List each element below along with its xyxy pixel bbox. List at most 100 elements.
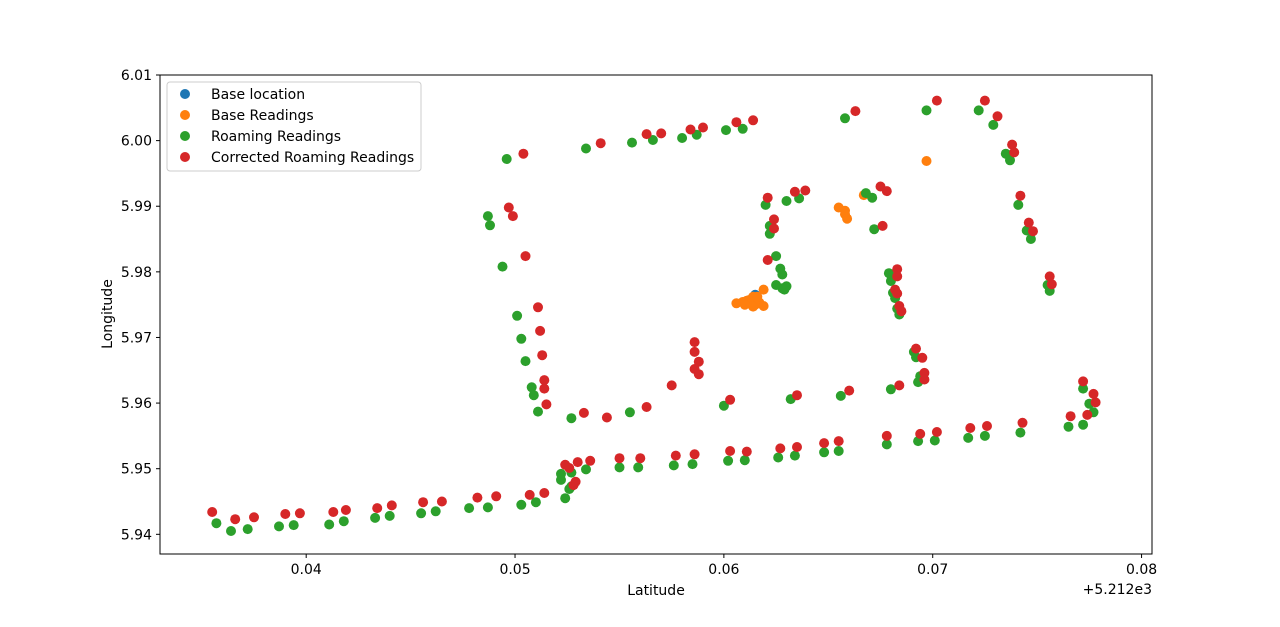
point-corrected-roaming-readings (850, 106, 861, 117)
point-corrected-roaming-readings (1009, 147, 1020, 158)
series-corrected-roaming-readings (207, 95, 1101, 525)
point-corrected-roaming-readings (666, 380, 677, 391)
y-tick-label: 5.96 (121, 396, 152, 412)
point-corrected-roaming-readings (693, 356, 704, 367)
point-roaming-readings (687, 459, 698, 470)
point-corrected-roaming-readings (769, 214, 779, 225)
point-corrected-roaming-readings (1046, 279, 1057, 290)
y-tick-label: 6.01 (121, 68, 152, 84)
point-corrected-roaming-readings (372, 503, 383, 514)
point-roaming-readings (624, 407, 635, 418)
point-roaming-readings (973, 105, 984, 116)
legend-marker-corrected-roaming-readings (180, 152, 190, 162)
point-corrected-roaming-readings (614, 453, 625, 464)
point-roaming-readings (819, 447, 830, 458)
point-corrected-roaming-readings (685, 124, 696, 135)
point-corrected-roaming-readings (572, 457, 583, 468)
point-corrected-roaming-readings (892, 271, 903, 282)
point-roaming-readings (581, 464, 591, 475)
x-offset-label: +5.212e3 (1083, 582, 1152, 598)
point-corrected-roaming-readings (892, 288, 903, 299)
point-roaming-readings (520, 356, 531, 367)
y-tick-label: 5.97 (121, 330, 152, 346)
point-roaming-readings (530, 497, 541, 508)
point-roaming-readings (274, 521, 284, 532)
point-base-readings (739, 299, 750, 310)
point-roaming-readings (723, 455, 734, 466)
point-roaming-readings (533, 406, 543, 417)
point-corrected-roaming-readings (877, 220, 888, 231)
point-corrected-roaming-readings (1065, 411, 1076, 422)
point-corrected-roaming-readings (230, 514, 241, 525)
point-roaming-readings (921, 105, 932, 116)
point-corrected-roaming-readings (539, 488, 550, 498)
point-corrected-roaming-readings (207, 507, 218, 517)
point-roaming-readings (384, 510, 395, 521)
point-base-readings (758, 301, 769, 311)
legend-label-roaming-readings: Roaming Readings (211, 129, 341, 145)
point-corrected-roaming-readings (249, 512, 259, 523)
point-roaming-readings (789, 450, 800, 461)
point-corrected-roaming-readings (518, 148, 529, 159)
y-axis: 5.94 5.95 5.96 5.97 5.98 5.99 6.00 6.01 (121, 68, 160, 543)
point-base-readings (752, 291, 763, 302)
point-roaming-readings (1015, 427, 1026, 438)
point-corrected-roaming-readings (725, 394, 736, 405)
point-corrected-roaming-readings (1015, 190, 1026, 201)
point-corrected-roaming-readings (931, 95, 942, 106)
point-roaming-readings (485, 220, 495, 231)
point-roaming-readings (211, 518, 222, 529)
point-roaming-readings (338, 516, 349, 527)
series-base-readings (731, 156, 932, 312)
point-corrected-roaming-readings (819, 438, 830, 449)
point-corrected-roaming-readings (670, 450, 681, 461)
point-roaming-readings (867, 192, 878, 203)
point-corrected-roaming-readings (656, 128, 667, 139)
point-corrected-roaming-readings (881, 186, 892, 197)
point-corrected-roaming-readings (789, 186, 800, 197)
point-roaming-readings (516, 333, 527, 344)
point-corrected-roaming-readings (892, 264, 903, 275)
point-roaming-readings (556, 474, 566, 485)
point-roaming-readings (464, 503, 475, 514)
point-corrected-roaming-readings (294, 508, 305, 519)
point-corrected-roaming-readings (915, 428, 926, 439)
point-roaming-readings (840, 113, 850, 124)
point-roaming-readings (516, 499, 527, 510)
point-corrected-roaming-readings (1007, 139, 1018, 150)
point-corrected-roaming-readings (533, 302, 543, 313)
point-corrected-roaming-readings (537, 350, 548, 361)
point-corrected-roaming-readings (800, 185, 811, 196)
legend-marker-base-location (180, 89, 190, 99)
x-axis-label: Latitude (627, 583, 685, 599)
point-corrected-roaming-readings (386, 500, 397, 511)
point-roaming-readings (497, 261, 508, 272)
point-corrected-roaming-readings (965, 423, 976, 433)
point-corrected-roaming-readings (539, 383, 550, 394)
point-roaming-readings (647, 135, 658, 145)
point-corrected-roaming-readings (570, 476, 581, 487)
point-corrected-roaming-readings (595, 138, 606, 149)
point-corrected-roaming-readings (1078, 376, 1089, 387)
point-corrected-roaming-readings (762, 255, 773, 265)
point-corrected-roaming-readings (992, 111, 1003, 122)
point-roaming-readings (739, 455, 750, 466)
point-corrected-roaming-readings (689, 346, 700, 357)
point-roaming-readings (779, 284, 790, 295)
point-roaming-readings (482, 211, 493, 222)
point-corrected-roaming-readings (762, 192, 773, 203)
y-tick-label: 6.00 (121, 134, 152, 150)
point-corrected-roaming-readings (539, 375, 550, 386)
point-roaming-readings (1005, 155, 1015, 166)
legend-label-base-location: Base location (211, 87, 305, 103)
point-corrected-roaming-readings (689, 337, 700, 348)
x-axis: 0.04 0.05 0.06 0.07 0.08 (291, 554, 1157, 578)
point-roaming-readings (771, 251, 782, 262)
point-corrected-roaming-readings (844, 385, 855, 396)
y-tick-label: 5.99 (121, 199, 152, 215)
point-roaming-readings (833, 446, 844, 456)
point-corrected-roaming-readings (418, 497, 429, 508)
point-corrected-roaming-readings (731, 117, 742, 128)
